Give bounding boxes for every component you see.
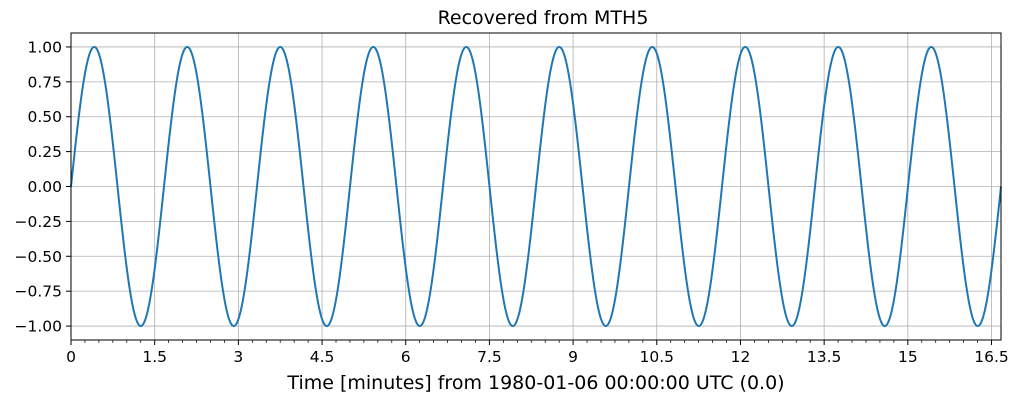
series-line <box>70 45 1002 328</box>
x-tick-label: 16.5 <box>974 348 1009 366</box>
x-tick-label: 6 <box>401 348 411 366</box>
x-tick-label: 15 <box>898 348 918 366</box>
x-tick-label: 3 <box>233 348 243 366</box>
x-axis-ticks: 0 1.5 3 4.5 6 7.5 9 10.5 12 13.5 15 16.5 <box>66 340 1009 366</box>
x-axis-label: Time [minutes] from 1980-01-06 00:00:00 … <box>286 372 784 394</box>
y-tick-label: 0.75 <box>27 73 62 91</box>
y-tick-label: 0.50 <box>27 108 62 126</box>
y-tick-label: 0.25 <box>27 143 62 161</box>
y-tick-label: −1.00 <box>15 318 63 336</box>
y-tick-label: 1.00 <box>27 38 62 56</box>
y-tick-label: 0.00 <box>27 178 62 196</box>
series-group <box>70 45 1002 328</box>
x-tick-label: 12 <box>731 348 751 366</box>
x-tick-label: 9 <box>568 348 578 366</box>
y-tick-label: −0.25 <box>15 213 63 231</box>
y-tick-label: −0.50 <box>15 248 63 266</box>
x-tick-label: 0 <box>66 348 76 366</box>
y-tick-label: −0.75 <box>15 283 63 301</box>
x-tick-label: 13.5 <box>807 348 842 366</box>
x-tick-label: 4.5 <box>310 348 335 366</box>
x-tick-label: 7.5 <box>477 348 502 366</box>
x-tick-label: 1.5 <box>142 348 167 366</box>
chart-title: Recovered from MTH5 <box>438 7 649 29</box>
x-tick-label: 10.5 <box>640 348 675 366</box>
y-axis-ticks: 1.00 0.75 0.50 0.25 0.00 −0.25 −0.50 −0.75 −1.00 <box>15 38 71 336</box>
